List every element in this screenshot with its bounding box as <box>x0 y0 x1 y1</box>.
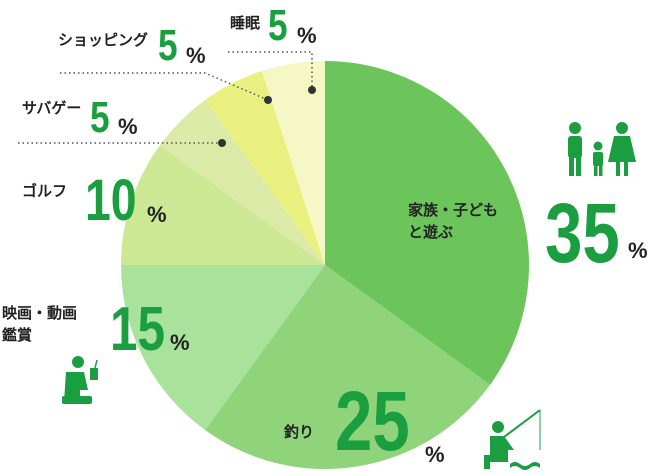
unit-label: % <box>297 23 317 48</box>
category-label: 映画・動画鑑賞 <box>2 304 77 344</box>
value-label: 5 <box>268 1 288 50</box>
value-label: 25 <box>335 375 410 469</box>
category-label: 釣り <box>284 423 314 441</box>
unit-label: % <box>118 114 138 139</box>
value-label: 10 <box>85 168 137 233</box>
unit-label: % <box>425 442 445 467</box>
unit-label: % <box>628 238 648 263</box>
category-label: ショッピング <box>58 31 148 49</box>
leader-dot <box>308 86 316 94</box>
category-label: ゴルフ <box>22 182 67 200</box>
leader-dot <box>218 139 226 147</box>
value-label: 35 <box>545 187 620 281</box>
value-label: 5 <box>90 93 110 142</box>
unit-label: % <box>170 330 190 355</box>
pie <box>121 61 529 469</box>
leader-line <box>60 72 269 101</box>
leader-line <box>228 51 313 90</box>
value-label: 15 <box>110 294 165 364</box>
pie-slice <box>325 61 529 385</box>
pie-slice <box>159 99 325 265</box>
fishing-icon <box>484 409 541 470</box>
pie-slice <box>261 61 325 265</box>
unit-label: % <box>186 43 206 68</box>
leader-dot <box>264 96 272 104</box>
unit-label: % <box>147 202 167 227</box>
pie-slice <box>205 70 325 266</box>
pie-slice <box>205 265 491 469</box>
pie-slice <box>121 265 325 431</box>
category-label: 家族・子どもと遊ぶ <box>408 201 498 241</box>
pie-slice <box>121 145 325 265</box>
category-label: 睡眠 <box>230 14 260 32</box>
category-label: サバゲー <box>22 99 81 117</box>
value-label: 5 <box>158 21 178 70</box>
cinema-icon <box>62 356 98 404</box>
family-icon <box>568 122 636 176</box>
